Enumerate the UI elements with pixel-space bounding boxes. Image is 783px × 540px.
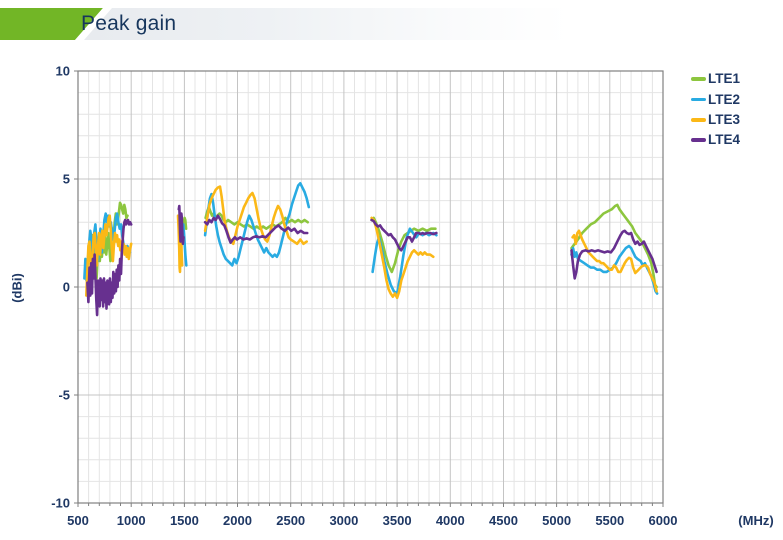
legend-item-LTE1: LTE1: [691, 69, 740, 89]
x-tick-label: 1500: [170, 513, 199, 528]
axis-ticks: [74, 70, 664, 507]
x-axis-label: (MHz): [738, 513, 774, 528]
x-tick-label: 4500: [489, 513, 518, 528]
legend: LTE1 LTE2 LTE3 LTE4: [691, 69, 740, 150]
x-tick-label: 5000: [542, 513, 571, 528]
legend-item-LTE2: LTE2: [691, 89, 740, 109]
legend-label: LTE4: [708, 132, 741, 148]
header-gradient-strip: [64, 8, 569, 40]
legend-swatch-icon: [691, 97, 706, 102]
x-tick-label: 500: [67, 513, 89, 528]
legend-item-LTE4: LTE4: [691, 130, 740, 150]
x-tick-label: 2500: [276, 513, 305, 528]
x-tick-label: 3000: [329, 513, 358, 528]
x-tick-label: 6000: [649, 513, 678, 528]
legend-label: LTE1: [708, 71, 741, 87]
series-LTE4: [86, 204, 658, 317]
series-LTE3: [85, 185, 658, 300]
series-LTE2: [83, 182, 659, 295]
legend-swatch-icon: [691, 138, 706, 142]
y-tick-label: 0: [63, 280, 70, 295]
x-tick-label: 1000: [117, 513, 146, 528]
series-LTE1: [88, 201, 658, 289]
x-tick-label: 4000: [436, 513, 465, 528]
legend-swatch-icon: [691, 77, 706, 82]
legend-swatch-icon: [691, 117, 706, 122]
y-tick-label: 5: [63, 172, 70, 187]
y-tick-label: -10: [51, 496, 70, 511]
y-tick-label: -5: [58, 388, 70, 403]
x-tick-label: 2000: [223, 513, 252, 528]
legend-label: LTE2: [708, 91, 741, 107]
x-tick-label: 3500: [383, 513, 412, 528]
x-tick-label: 5500: [595, 513, 624, 528]
y-axis-label: (dBi): [9, 273, 25, 303]
page-title: Peak gain: [81, 12, 177, 35]
legend-label: LTE3: [708, 111, 741, 127]
legend-item-LTE3: LTE3: [691, 110, 740, 130]
y-tick-label: 10: [56, 64, 70, 79]
